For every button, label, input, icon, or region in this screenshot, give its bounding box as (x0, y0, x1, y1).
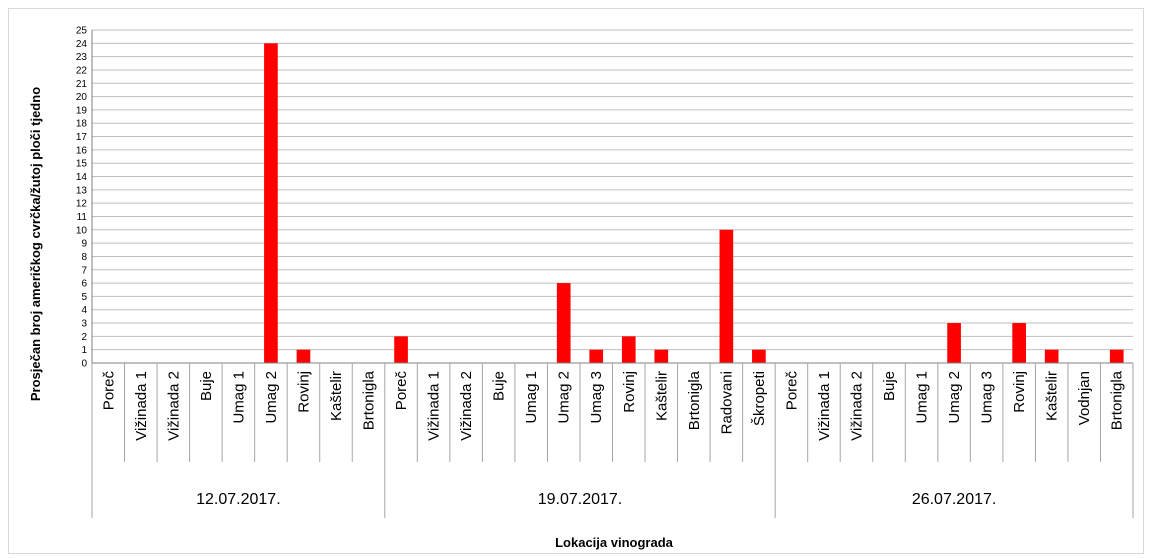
x-tick-label: Vižinada 2 (848, 371, 865, 441)
x-tick-label: Kaštelir (1044, 371, 1061, 421)
x-tick-label: Umag 2 (556, 371, 573, 424)
x-tick-label: Umag 1 (523, 371, 540, 424)
bar (556, 283, 571, 363)
y-tick-label: 19 (76, 105, 88, 116)
x-tick-label: Vodnjan (1076, 371, 1093, 425)
x-tick-label: Brtonigla (361, 370, 378, 430)
x-tick-label: Buje (491, 371, 508, 401)
x-tick-label: Vižinada 1 (816, 371, 833, 441)
chart-frame (8, 8, 1144, 554)
x-tick-label: Poreč (393, 371, 410, 411)
y-tick-label: 22 (76, 65, 88, 76)
y-tick-label: 14 (76, 172, 88, 183)
bars (264, 43, 1124, 363)
bar (621, 336, 636, 363)
group-label: 19.07.2017. (538, 491, 623, 508)
axes (91, 30, 1134, 518)
y-tick-label: 9 (81, 239, 87, 250)
group-label: 26.07.2017. (912, 491, 997, 508)
x-tick-label: Umag 2 (263, 371, 280, 424)
x-tick-label: Poreč (783, 371, 800, 411)
x-tick-label: Škropeti (751, 371, 768, 426)
y-tick-label: 21 (76, 79, 88, 90)
x-tick-label: Umag 2 (946, 371, 963, 424)
bar (394, 336, 408, 363)
bar (1012, 323, 1026, 363)
x-tick-label: Umag 1 (914, 371, 931, 424)
bar (654, 349, 669, 363)
y-tick-label: 1 (81, 345, 87, 356)
y-tick-label: 17 (76, 132, 88, 143)
gridlines (92, 29, 1133, 364)
x-tick-label: Brtonigla (1109, 370, 1126, 430)
x-tick-label: Vižinada 2 (458, 371, 475, 441)
y-tick-label: 13 (76, 185, 88, 196)
y-axis-title: Prosječan broj američkog cvrčka/žutoj pl… (28, 87, 43, 401)
x-tick-label: Poreč (100, 371, 117, 411)
y-tick-label: 6 (81, 279, 87, 290)
bar (947, 323, 961, 363)
x-tick-label: Rovinj (621, 371, 638, 413)
bar (589, 349, 604, 363)
x-tick-label: Rovinj (1011, 371, 1028, 413)
bar (1044, 349, 1059, 363)
y-tick-label: 23 (76, 52, 88, 63)
y-tick-label: 25 (76, 26, 88, 37)
bar (296, 349, 311, 363)
x-tick-label: Umag 1 (230, 371, 247, 424)
x-tick-label: Brtonigla (686, 370, 703, 430)
x-axis-title: Lokacija vinograda (555, 535, 674, 550)
y-tick-label: 0 (81, 359, 87, 370)
x-tick-label: Kaštelir (328, 371, 345, 421)
x-tick-label: Radovani (718, 371, 735, 434)
bar (264, 43, 278, 363)
y-tick-label: 15 (76, 159, 88, 170)
y-tick-label: 10 (76, 225, 88, 236)
y-tick-label: 4 (81, 305, 87, 316)
y-tick-label: 11 (77, 212, 88, 223)
y-tick-label: 12 (76, 199, 88, 210)
x-tick-label: Kaštelir (653, 371, 670, 421)
x-tick-label: Buje (881, 371, 898, 401)
y-tick-label: 7 (81, 265, 87, 276)
y-tick-label: 5 (81, 292, 87, 303)
y-tick-label: 2 (81, 332, 87, 343)
x-tick-label: Umag 3 (588, 371, 605, 424)
y-tick-label: 24 (76, 39, 88, 50)
x-tick-label: Vižinada 2 (165, 371, 182, 441)
x-tick-label: Buje (198, 371, 215, 401)
y-tick-label: 3 (81, 319, 87, 330)
y-tick-label: 16 (76, 145, 88, 156)
y-tick-label: 20 (76, 92, 88, 103)
y-tick-label: 8 (81, 252, 87, 263)
x-tick-label: Vižinada 1 (426, 371, 443, 441)
x-tick-label: Vižinada 1 (133, 371, 150, 441)
labels: 0123456789101112131415161718192021222324… (76, 26, 1126, 509)
bar (719, 229, 734, 363)
x-tick-label: Rovinj (295, 371, 312, 413)
y-tick-label: 18 (76, 119, 88, 130)
x-tick-label: Umag 3 (979, 371, 996, 424)
bar (752, 349, 766, 363)
bar (1109, 349, 1124, 363)
group-label: 12.07.2017. (196, 491, 281, 508)
